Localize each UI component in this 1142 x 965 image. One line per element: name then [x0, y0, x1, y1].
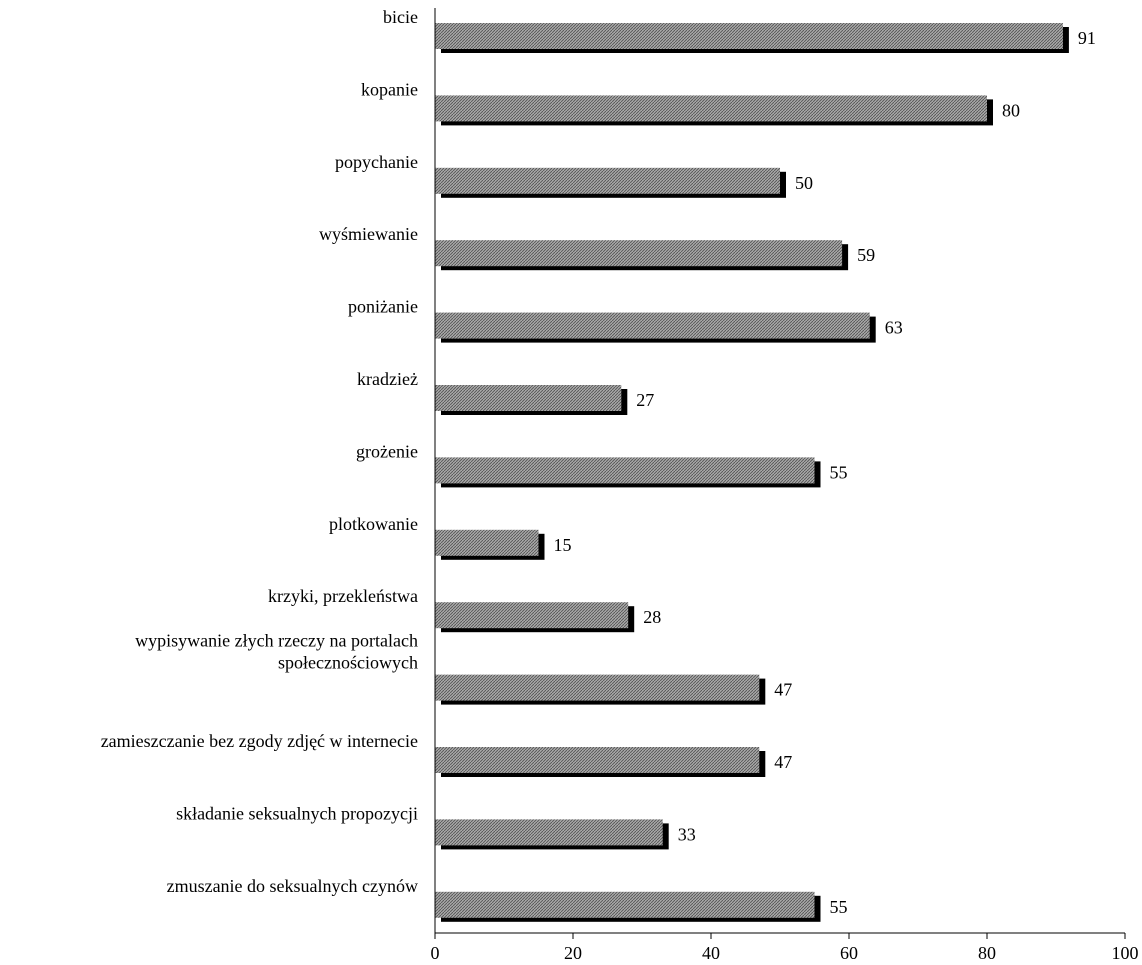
category-label: krzyki, przekleństwa: [268, 586, 418, 606]
data-label: 55: [830, 462, 848, 482]
data-label: 63: [885, 318, 903, 338]
data-label: 80: [1002, 100, 1020, 120]
bar: [435, 95, 987, 122]
category-label: wypisywanie złych rzeczy na portalach: [135, 631, 418, 651]
category-label: zmuszanie do seksualnych czynów: [167, 876, 418, 896]
bar: [435, 747, 760, 773]
category-label: poniżanie: [348, 297, 418, 317]
category-label: składanie seksualnych propozycji: [176, 803, 418, 823]
x-tick-label: 60: [840, 943, 858, 963]
data-label: 28: [643, 607, 661, 627]
category-label: bicie: [383, 7, 418, 27]
category-label: kradzież: [357, 369, 418, 389]
data-label: 47: [774, 752, 792, 772]
x-tick-label: 20: [564, 943, 582, 963]
bar: [435, 674, 760, 701]
bar: [435, 529, 539, 556]
bar: [435, 457, 815, 484]
data-label: 55: [830, 897, 848, 917]
bar: [435, 819, 663, 846]
bar: [435, 240, 843, 267]
category-label: społecznościowych: [278, 653, 418, 673]
bar: [435, 385, 622, 411]
bar: [435, 312, 870, 339]
x-tick-label: 100: [1112, 943, 1139, 963]
bar: [435, 23, 1063, 49]
data-label: 15: [554, 535, 572, 555]
data-label: 33: [678, 824, 696, 844]
data-label: 50: [795, 173, 813, 193]
bar: [435, 602, 629, 629]
category-label: wyśmiewanie: [319, 224, 418, 244]
category-label: kopanie: [361, 79, 418, 99]
bars-layer: [435, 23, 1069, 922]
labels-layer: 91 bicie 80 kopanie 50 popychanie 59 wyśmiewani…: [101, 7, 1096, 917]
category-label: popychanie: [335, 152, 418, 172]
bar: [435, 891, 815, 918]
data-label: 47: [774, 680, 792, 700]
data-label: 91: [1078, 28, 1096, 48]
x-tick-label: 40: [702, 943, 720, 963]
category-label: plotkowanie: [329, 514, 418, 534]
bar: [435, 167, 780, 194]
data-label: 27: [636, 390, 654, 410]
x-axis: 0 20 40 60 80 100: [431, 8, 1139, 963]
x-tick-label: 0: [431, 943, 440, 963]
data-label: 59: [857, 245, 875, 265]
x-tick-label: 80: [978, 943, 996, 963]
category-label: zamieszczanie bez zgody zdjęć w internec…: [101, 731, 418, 751]
category-label: grożenie: [356, 441, 418, 461]
